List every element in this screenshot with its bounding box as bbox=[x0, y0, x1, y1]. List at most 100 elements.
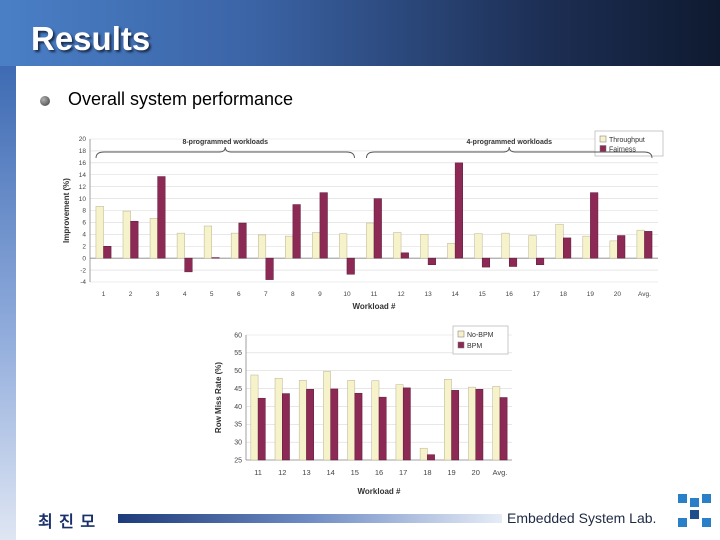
row-miss-bar-b bbox=[354, 392, 363, 461]
improvement-bar-a bbox=[122, 210, 131, 259]
row-miss-bar-b bbox=[378, 396, 387, 461]
improvement-legend-label: Throughput bbox=[609, 137, 645, 144]
row-miss-x-tick-label: 13 bbox=[302, 468, 310, 477]
improvement-bar-b bbox=[157, 176, 166, 259]
row-miss-y-tick-label: 40 bbox=[234, 404, 242, 411]
improvement-y-tick-label: 16 bbox=[79, 160, 87, 167]
improvement-annotation-label: 4-programmed workloads bbox=[466, 139, 552, 146]
row-miss-legend bbox=[452, 325, 509, 355]
improvement-bar-b bbox=[400, 252, 409, 259]
row-miss-x-tick-label: 20 bbox=[472, 468, 480, 477]
improvement-annotation-label: 8-programmed workloads bbox=[182, 139, 268, 146]
improvement-bar-b bbox=[481, 257, 491, 268]
improvement-x-tick-label: 13 bbox=[424, 291, 432, 298]
improvement-bar-b bbox=[346, 257, 355, 275]
improvement-bar-b bbox=[292, 204, 301, 259]
improvement-annotation-brace bbox=[95, 146, 355, 159]
improvement-bar-b bbox=[238, 222, 247, 259]
improvement-legend-swatch bbox=[599, 145, 607, 152]
row-miss-bar-a bbox=[298, 380, 307, 461]
row-miss-legend-swatch bbox=[457, 341, 465, 349]
improvement-bar-a bbox=[285, 235, 294, 259]
improvement-bar-a bbox=[528, 235, 537, 259]
row-miss-y-tick-label: 45 bbox=[234, 386, 242, 393]
row-miss-legend-label: BPM bbox=[467, 343, 482, 350]
improvement-bar-a bbox=[393, 232, 402, 259]
improvement-y-tick-label: 18 bbox=[79, 148, 87, 155]
row-miss-y-tick-label: 25 bbox=[234, 457, 242, 464]
improvement-bar-b bbox=[103, 246, 112, 259]
row-miss-x-tick-label: 11 bbox=[254, 468, 262, 477]
row-miss-bar-b bbox=[257, 397, 266, 461]
improvement-x-tick-label: 4 bbox=[183, 291, 187, 298]
row-miss-bar-b bbox=[427, 454, 435, 461]
author-name: 최 진 모 bbox=[38, 514, 97, 531]
row-miss-x-tick-label: 16 bbox=[375, 468, 383, 477]
row-miss-bar-a bbox=[323, 371, 331, 461]
row-miss-bar-a bbox=[395, 384, 404, 461]
row-miss-x-tick-label: 18 bbox=[423, 468, 431, 477]
improvement-bar-b bbox=[265, 257, 274, 280]
improvement-y-tick-label: -2 bbox=[80, 267, 86, 274]
row-miss-bar-a bbox=[492, 386, 501, 461]
improvement-bar-a bbox=[257, 234, 267, 259]
improvement-y-tick-label: -4 bbox=[80, 279, 86, 286]
improvement-bar-b bbox=[130, 220, 139, 259]
row-miss-bar-b bbox=[282, 393, 290, 461]
row-miss-x-tick-label: 15 bbox=[351, 468, 359, 477]
row-miss-bar-b bbox=[499, 397, 508, 461]
improvement-x-tick-label: 12 bbox=[397, 291, 405, 298]
improvement-y-tick-label: 20 bbox=[79, 136, 87, 143]
improvement-bar-a bbox=[474, 233, 483, 259]
row-miss-plot-area bbox=[246, 335, 512, 460]
improvement-bar-a bbox=[582, 235, 591, 259]
improvement-bar-b bbox=[590, 192, 599, 259]
row-miss-bar-a bbox=[250, 374, 259, 461]
improvement-bar-b bbox=[563, 237, 572, 259]
improvement-x-tick-label: 7 bbox=[264, 291, 268, 298]
improvement-x-tick-label: 20 bbox=[614, 291, 622, 298]
row-miss-x-axis-label: Workload # bbox=[358, 487, 402, 496]
improvement-bar-b bbox=[536, 257, 545, 265]
row-miss-x-tick-label: 14 bbox=[326, 468, 334, 477]
circle-bullet-icon bbox=[40, 96, 50, 106]
improvement-x-tick-label: 2 bbox=[129, 291, 133, 298]
row-miss-x-tick-label: 12 bbox=[278, 468, 286, 477]
improvement-x-tick-label: 11 bbox=[371, 291, 378, 298]
lab-logo-icon bbox=[678, 494, 711, 527]
row-miss-bar-a bbox=[444, 379, 452, 461]
improvement-bar-b bbox=[319, 192, 328, 259]
improvement-y-tick-label: 0 bbox=[82, 255, 86, 262]
row-miss-bar-a bbox=[419, 447, 428, 461]
row-miss-y-tick-label: 35 bbox=[234, 422, 242, 429]
improvement-y-tick-label: 8 bbox=[82, 208, 86, 215]
improvement-y-tick-label: 2 bbox=[82, 243, 86, 250]
row-miss-legend-swatch bbox=[457, 330, 465, 338]
improvement-bar-a bbox=[176, 232, 185, 259]
improvement-x-tick-label: 18 bbox=[560, 291, 568, 298]
row-miss-x-tick-label: 17 bbox=[399, 468, 407, 477]
improvement-bar-a bbox=[339, 233, 348, 259]
row-miss-y-tick-label: 60 bbox=[234, 332, 242, 339]
improvement-x-tick-label: 1 bbox=[102, 291, 106, 298]
row-miss-bar-b bbox=[475, 389, 484, 461]
improvement-y-tick-label: 4 bbox=[82, 232, 86, 239]
improvement-bar-b bbox=[617, 235, 626, 259]
improvement-bar-a bbox=[447, 243, 456, 259]
improvement-legend-swatch bbox=[599, 135, 607, 143]
improvement-x-tick-label: 10 bbox=[343, 291, 351, 298]
improvement-bar-a bbox=[149, 217, 158, 259]
improvement-legend-label: Fairness bbox=[609, 147, 636, 154]
improvement-x-tick-label: 6 bbox=[237, 291, 241, 298]
improvement-bar-a bbox=[609, 240, 618, 259]
row-miss-bar-a bbox=[468, 386, 476, 461]
improvement-bar-a bbox=[95, 206, 104, 259]
improvement-bar-b bbox=[373, 198, 382, 259]
improvement-bar-b bbox=[508, 257, 518, 267]
improvement-x-tick-label: 15 bbox=[479, 291, 487, 298]
improvement-legend bbox=[594, 130, 664, 157]
improvement-x-axis-label: Workload # bbox=[353, 302, 397, 311]
improvement-bar-a bbox=[420, 234, 429, 259]
improvement-annotation-brace bbox=[366, 146, 653, 159]
row-miss-bar-b bbox=[306, 389, 314, 461]
